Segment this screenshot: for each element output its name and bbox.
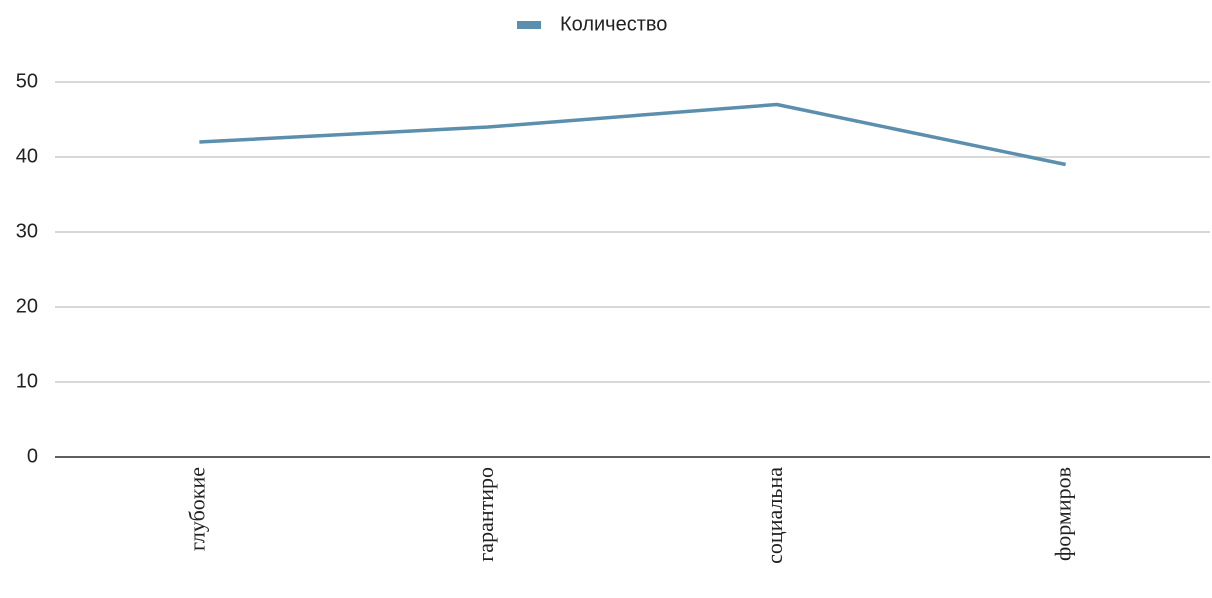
y-tick-label: 0 <box>27 445 38 467</box>
y-tick-label: 30 <box>16 220 38 242</box>
line <box>199 102 1066 167</box>
y-tick-label: 20 <box>16 295 38 317</box>
legend-swatch <box>517 21 541 29</box>
legend-label: Количество <box>560 13 667 35</box>
y-tick-label: 50 <box>16 70 38 92</box>
x-tick-label: глубокие <box>184 467 209 551</box>
y-tick-label: 10 <box>16 370 38 392</box>
x-tick-label: социальна <box>762 467 787 564</box>
x-tick-label: гарантиро <box>473 467 498 562</box>
y-tick-label: 40 <box>16 145 38 167</box>
x-tick-label: формиров <box>1051 467 1076 561</box>
